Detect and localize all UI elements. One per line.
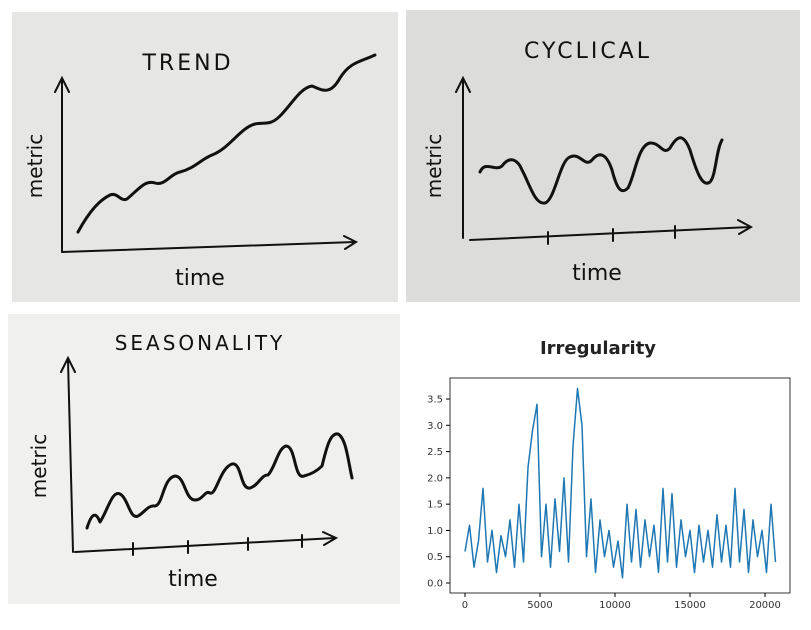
x-tick-label: 15000: [674, 600, 706, 611]
x-tick-label: 10000: [599, 600, 631, 611]
trend-panel: TREND metric time: [12, 12, 398, 302]
y-label: metric: [422, 134, 446, 198]
y-tick-label: 3.0: [427, 421, 443, 432]
x-tick-label: 5000: [527, 600, 552, 611]
x-label: time: [572, 261, 622, 286]
cyclical-panel: CYCLICAL metric time: [406, 10, 800, 302]
seasonality-curve: [85, 432, 354, 530]
seasonality-panel: SEASONALITY metric time: [8, 314, 400, 604]
x-tick-label: 20000: [749, 600, 781, 611]
y-tick-label: 3.5: [427, 395, 443, 406]
y-label: metric: [23, 134, 47, 198]
y-tick-label: 2.0: [427, 473, 443, 484]
paper: [8, 314, 400, 604]
axes: [54, 75, 359, 253]
y-tick-label: 1.0: [427, 526, 443, 537]
y-tick-label: 0.5: [427, 552, 443, 563]
panel-title: CYCLICAL: [524, 39, 652, 64]
y-tick-label: 0.0: [427, 579, 443, 590]
chart-title: Irregularity: [540, 338, 656, 359]
panel-title: TREND: [141, 51, 233, 76]
trend-curve: [76, 53, 377, 234]
x-label: time: [175, 266, 225, 291]
cyclical-curve: [478, 136, 724, 205]
panel-title: SEASONALITY: [115, 331, 286, 355]
axes: [455, 75, 754, 245]
plot-frame: [449, 377, 791, 594]
y-tick-label: 2.5: [427, 447, 443, 458]
y-tick-label: 1.5: [427, 500, 443, 511]
axes: [60, 355, 339, 556]
x-label: time: [168, 567, 218, 592]
y-label: metric: [27, 434, 51, 498]
irregularity-chart: Irregularity 0.0 0.5 1.0 1.5 2.0 2.5 3.0 3.5 0 50…: [427, 338, 791, 611]
series-line: [464, 387, 777, 579]
x-tick-label: 0: [462, 600, 468, 611]
